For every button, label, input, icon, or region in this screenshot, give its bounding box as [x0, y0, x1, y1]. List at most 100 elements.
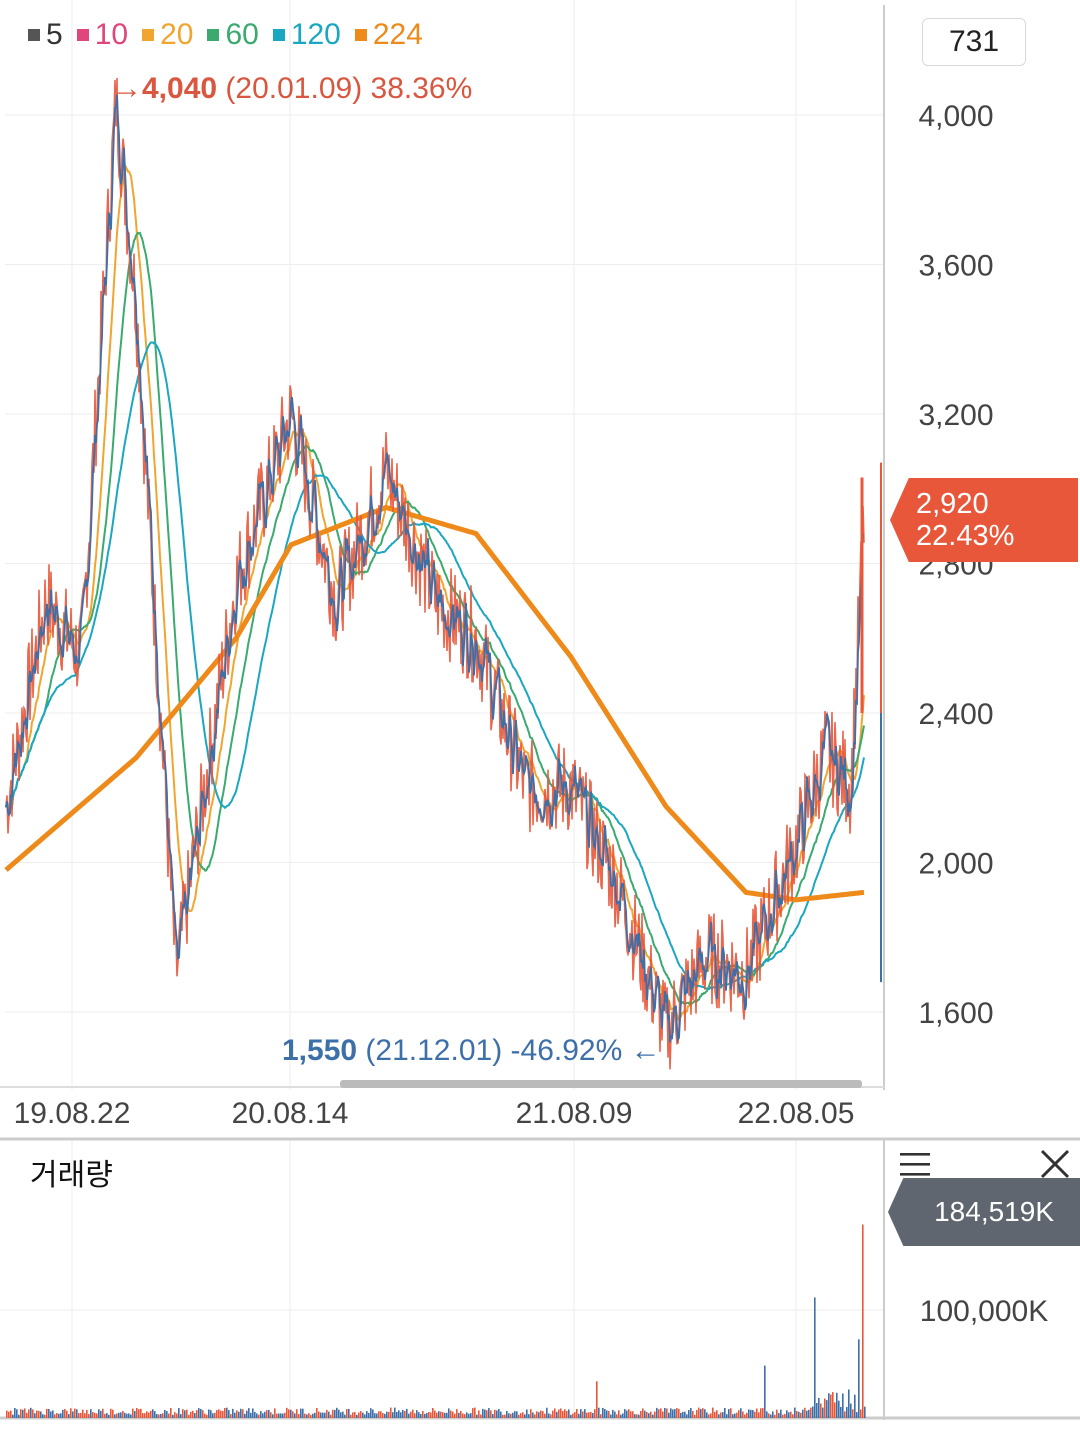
volume-bar [274, 1408, 276, 1418]
volume-bar [200, 1408, 202, 1418]
volume-bar [842, 1393, 844, 1418]
legend-label: 60 [225, 18, 259, 51]
volume-bar [122, 1411, 124, 1418]
volume-bar [422, 1411, 424, 1418]
volume-bar [14, 1407, 16, 1418]
volume-bar [762, 1408, 764, 1418]
volume-bar [722, 1412, 724, 1418]
volume-bar [834, 1402, 836, 1418]
current-price-tag: 2,920 22.43% [890, 478, 1078, 562]
volume-bar [180, 1414, 182, 1418]
legend-item-20[interactable]: 20 [142, 18, 193, 52]
volume-bar [206, 1414, 208, 1418]
volume-bar [54, 1414, 56, 1418]
volume-bar [380, 1411, 382, 1418]
volume-bar [406, 1408, 408, 1418]
volume-bar [864, 1406, 866, 1418]
volume-bar [662, 1411, 664, 1418]
volume-bar [518, 1414, 520, 1418]
volume-bar [26, 1412, 28, 1418]
legend-item-120[interactable]: 120 [272, 18, 341, 52]
legend-item-60[interactable]: 60 [207, 18, 259, 52]
volume-bar [472, 1408, 474, 1418]
volume-bar [602, 1407, 604, 1418]
volume-bar [12, 1414, 14, 1418]
volume-bar [156, 1414, 158, 1418]
volume-bar [444, 1412, 446, 1418]
volume-bar [692, 1410, 694, 1418]
legend-item-5[interactable]: 5 [28, 18, 63, 52]
volume-bar [40, 1411, 42, 1418]
volume-bar [756, 1408, 758, 1418]
volume-bar [830, 1394, 832, 1418]
volume-bar [336, 1407, 338, 1418]
volume-bar [176, 1413, 178, 1418]
volume-bar [724, 1407, 726, 1418]
volume-bar [160, 1413, 162, 1418]
volume-bar [608, 1410, 610, 1418]
volume-bar [596, 1381, 598, 1418]
volume-bar [428, 1411, 430, 1418]
volume-bar [862, 1224, 864, 1418]
volume-bar [738, 1410, 740, 1418]
volume-bar [334, 1409, 336, 1418]
volume-bar [112, 1409, 114, 1418]
volume-bar [346, 1409, 348, 1418]
volume-bar [44, 1414, 46, 1418]
volume-bar [256, 1413, 258, 1418]
date-tick-label: 20.08.14 [232, 1097, 349, 1130]
volume-bar [636, 1414, 638, 1418]
volume-bar [718, 1414, 720, 1418]
volume-bar [92, 1412, 94, 1418]
volume-bar [676, 1408, 678, 1418]
volume-bar [360, 1411, 362, 1418]
legend-label: 120 [290, 18, 341, 51]
volume-bar [216, 1410, 218, 1418]
candle-count-box[interactable]: 731 [922, 18, 1026, 66]
volume-bar [404, 1411, 406, 1418]
ma-line-40 [5, 231, 865, 1007]
volume-bar [558, 1409, 560, 1418]
volume-bar [214, 1412, 216, 1418]
volume-bar [630, 1411, 632, 1418]
volume-bar [720, 1412, 722, 1418]
volume-bar [140, 1408, 142, 1418]
volume-bar [826, 1400, 828, 1418]
volume-bar [656, 1407, 658, 1418]
volume-bar [526, 1409, 528, 1418]
volume-bar [364, 1414, 366, 1418]
volume-bar [604, 1409, 606, 1418]
close-icon[interactable] [1036, 1145, 1074, 1183]
volume-bar [700, 1409, 702, 1418]
volume-bar [574, 1412, 576, 1418]
volume-bar [728, 1409, 730, 1418]
candle-count: 731 [948, 25, 1000, 58]
volume-bar [736, 1412, 738, 1418]
volume-bar [108, 1414, 110, 1418]
volume-bar [116, 1413, 118, 1418]
volume-bar [798, 1411, 800, 1418]
volume-bar [376, 1413, 378, 1418]
volume-bar [512, 1412, 514, 1418]
volume-bar [464, 1414, 466, 1418]
volume-bar [654, 1411, 656, 1418]
volume-bar [612, 1409, 614, 1418]
volume-bar [164, 1409, 166, 1418]
volume-bar [520, 1413, 522, 1418]
volume-bar [168, 1413, 170, 1418]
low-arrow: ← [630, 1034, 661, 1067]
volume-bar [328, 1411, 330, 1418]
volume-bar [410, 1411, 412, 1418]
volume-bar [266, 1410, 268, 1418]
legend-item-10[interactable]: 10 [76, 18, 128, 52]
legend-item-224[interactable]: 224 [354, 18, 423, 52]
volume-bar [104, 1413, 106, 1418]
volume-bar [124, 1412, 126, 1418]
hamburger-menu-icon[interactable] [898, 1148, 934, 1182]
scroll-handle [340, 1080, 862, 1088]
volume-bar [338, 1409, 340, 1418]
volume-bar [568, 1409, 570, 1418]
volume-bar [400, 1412, 402, 1418]
volume-bar [818, 1398, 820, 1418]
volume-bar [530, 1409, 532, 1418]
